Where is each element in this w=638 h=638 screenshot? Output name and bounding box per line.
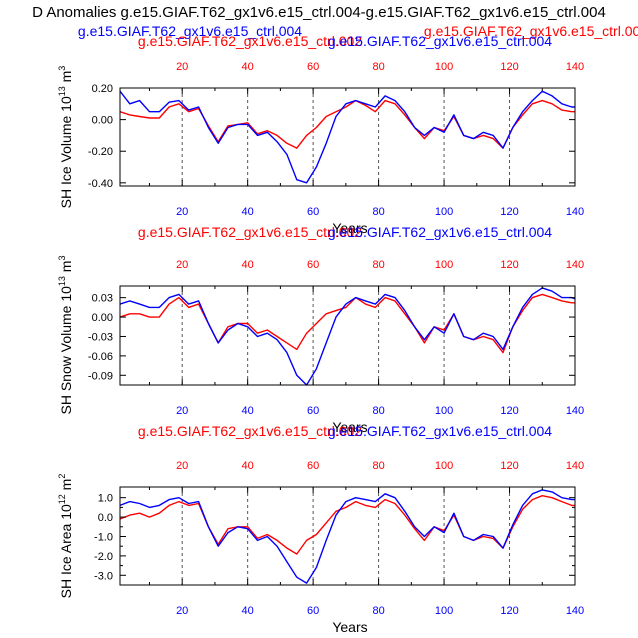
top-tick-label: 140	[566, 460, 584, 472]
y-tick-label: -0.03	[88, 331, 113, 343]
bottom-tick-label: 80	[372, 206, 384, 218]
sh-ice-volume-panel: g.e15.GIAF.T62_gx1v6.e15_ctrl.002g.e15.G…	[57, 33, 584, 236]
top-tick-label: 140	[566, 61, 584, 73]
x-axis-label: Years	[332, 619, 367, 635]
bottom-tick-label: 140	[566, 206, 584, 218]
red-case-label: g.e15.GIAF.T62_gx1v6.e15_ctrl.002	[424, 23, 638, 39]
series-line-red	[119, 293, 575, 354]
top-case-label-blue: g.e15.GIAF.T62_gx1v6.e15_ctrl.004	[328, 224, 552, 240]
y-tick-label: -0.40	[88, 178, 113, 190]
panels-group: g.e15.GIAF.T62_gx1v6.e15_ctrl.002g.e15.G…	[57, 33, 584, 635]
bottom-tick-label: 120	[500, 605, 518, 617]
bottom-tick-label: 40	[242, 605, 254, 617]
bottom-tick-label: 60	[307, 405, 319, 417]
y-tick-label: 0.00	[92, 312, 113, 324]
top-tick-label: 100	[435, 61, 453, 73]
top-tick-label: 80	[372, 61, 384, 73]
top-case-label-red: g.e15.GIAF.T62_gx1v6.e15_ctrl.002	[138, 224, 362, 240]
top-case-label-red: g.e15.GIAF.T62_gx1v6.e15_ctrl.002	[138, 33, 362, 49]
bottom-tick-label: 60	[307, 206, 319, 218]
bottom-tick-label: 100	[435, 206, 453, 218]
top-tick-label: 80	[372, 259, 384, 271]
y-tick-label: -3.0	[94, 570, 113, 582]
top-case-label-blue: g.e15.GIAF.T62_gx1v6.e15_ctrl.004	[328, 423, 552, 439]
blue-case-label: g.e15.GIAF.T62_gx1v6.e15_ctrl.004	[78, 23, 302, 39]
bottom-tick-label: 60	[307, 605, 319, 617]
top-case-label-blue: g.e15.GIAF.T62_gx1v6.e15_ctrl.004	[328, 33, 552, 49]
top-tick-label: 100	[435, 460, 453, 472]
y-tick-label: -0.20	[88, 146, 113, 158]
sh-ice-area-panel: g.e15.GIAF.T62_gx1v6.e15_ctrl.002g.e15.G…	[57, 423, 584, 635]
top-tick-label: 60	[307, 61, 319, 73]
y-tick-label: -0.06	[88, 351, 113, 363]
sh-snow-volume-panel: g.e15.GIAF.T62_gx1v6.e15_ctrl.002g.e15.G…	[57, 224, 584, 435]
y-tick-label: -1.0	[94, 531, 113, 543]
bottom-tick-label: 140	[566, 405, 584, 417]
y-tick-label: -2.0	[94, 551, 113, 563]
y-tick-label: 0.20	[92, 83, 113, 95]
top-tick-label: 80	[372, 460, 384, 472]
y-tick-label: 0.03	[92, 293, 113, 305]
bottom-tick-label: 140	[566, 605, 584, 617]
plot-frame	[119, 285, 576, 386]
series-line-blue	[119, 287, 576, 386]
series-line-blue	[119, 489, 575, 584]
top-tick-label: 20	[176, 259, 188, 271]
y-axis-label: SH Ice Area 1012 m2	[57, 474, 74, 599]
top-tick-label: 60	[307, 460, 319, 472]
top-tick-label: 120	[500, 61, 518, 73]
top-tick-label: 140	[566, 259, 584, 271]
top-tick-label: 100	[435, 259, 453, 271]
bottom-tick-label: 20	[176, 405, 188, 417]
x-axis-label: Years	[332, 419, 367, 435]
top-tick-label: 60	[307, 259, 319, 271]
y-axis-label: SH Snow Volume 1013 m3	[57, 256, 74, 415]
top-tick-label: 40	[242, 259, 254, 271]
series-line-red	[119, 495, 575, 555]
y-tick-label: -0.09	[88, 370, 113, 382]
plot-frame	[119, 87, 576, 187]
y-tick-label: 0.00	[92, 115, 113, 127]
bottom-tick-label: 40	[242, 206, 254, 218]
top-case-label-red: g.e15.GIAF.T62_gx1v6.e15_ctrl.002	[138, 423, 362, 439]
top-tick-label: 20	[176, 61, 188, 73]
bottom-tick-label: 120	[500, 206, 518, 218]
y-tick-label: 1.0	[98, 493, 113, 505]
top-tick-label: 40	[242, 61, 254, 73]
top-tick-label: 40	[242, 460, 254, 472]
bottom-tick-label: 80	[372, 605, 384, 617]
top-tick-label: 20	[176, 460, 188, 472]
bottom-tick-label: 100	[435, 405, 453, 417]
bottom-tick-label: 40	[242, 405, 254, 417]
x-axis-label: Years	[332, 220, 367, 236]
top-tick-label: 120	[500, 259, 518, 271]
bottom-tick-label: 120	[500, 405, 518, 417]
y-tick-label: 0.0	[98, 512, 113, 524]
y-axis-label: SH Ice Volume 1013 m3	[57, 66, 74, 209]
bottom-tick-label: 20	[176, 206, 188, 218]
figure-title: D Anomalies g.e15.GIAF.T62_gx1v6.e15_ctr…	[32, 4, 606, 21]
series-line-blue	[119, 90, 575, 184]
bottom-tick-label: 80	[372, 405, 384, 417]
bottom-tick-label: 20	[176, 605, 188, 617]
bottom-tick-label: 100	[435, 605, 453, 617]
top-tick-label: 120	[500, 460, 518, 472]
